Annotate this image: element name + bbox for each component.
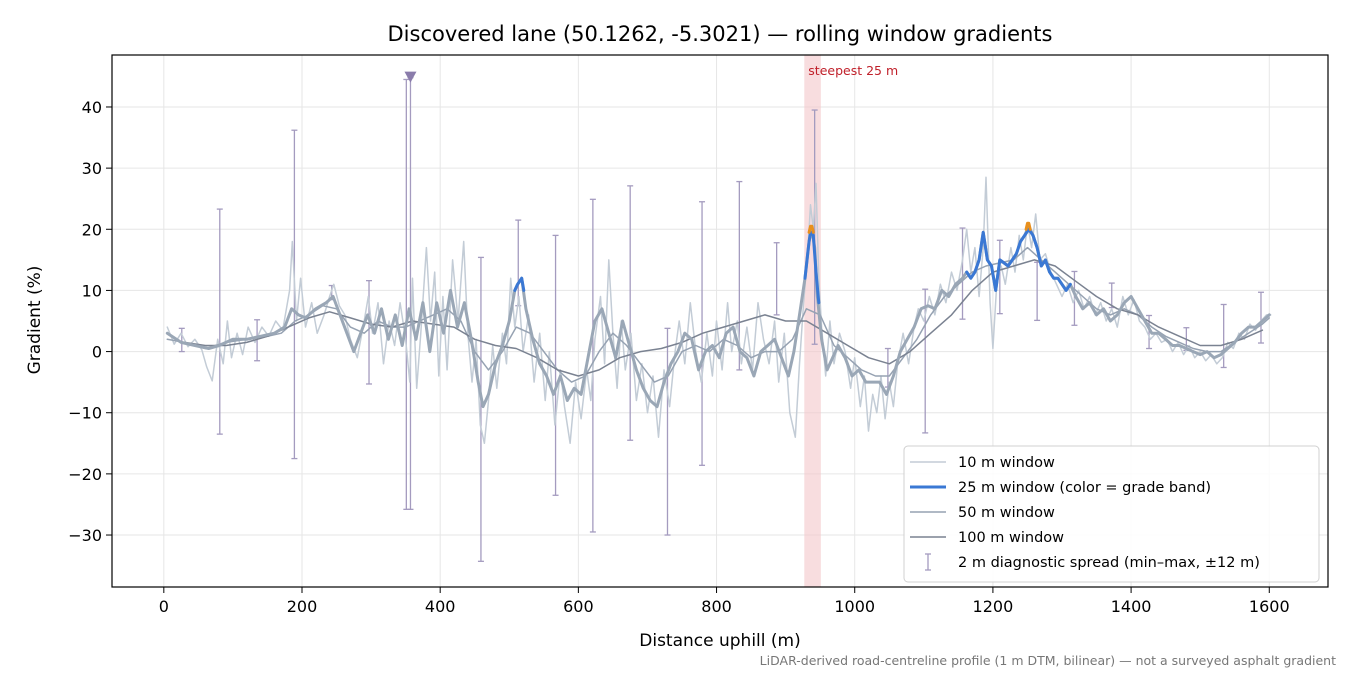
- errorbar: [627, 185, 634, 441]
- legend-box: [903, 445, 1320, 583]
- y-tick-label: −30: [68, 526, 102, 545]
- legend: 10 m window 25 m window (color = grade ba…: [903, 445, 1320, 583]
- grade-band-segment-moderate: [965, 227, 1072, 292]
- grade-band-segment-steep: [1024, 221, 1032, 231]
- chart-title: Discovered lane (50.1262, -5.3021) — rol…: [388, 22, 1053, 46]
- errorbar: [216, 208, 223, 435]
- legend-label: 100 m window: [958, 530, 1064, 546]
- y-tick-label: 20: [82, 220, 102, 239]
- steepest-band-label: steepest 25 m: [808, 63, 898, 78]
- errorbar: [178, 327, 185, 353]
- footnote: LiDAR-derived road-centreline profile (1…: [760, 653, 1336, 668]
- errorbar: [254, 319, 261, 362]
- x-tick-label: 1000: [834, 597, 875, 616]
- y-tick-label: −10: [68, 404, 102, 423]
- errorbar: [773, 242, 780, 316]
- errorbar: [664, 327, 671, 536]
- x-tick-label: 1400: [1111, 597, 1152, 616]
- legend-item-25m: 25 m window (color = grade band): [910, 480, 1211, 496]
- legend-label: 10 m window: [958, 455, 1055, 471]
- errorbar: [552, 234, 559, 496]
- grade-band-segment-moderate: [513, 276, 526, 292]
- x-tick-label: 400: [425, 597, 456, 616]
- x-tick-label: 1600: [1249, 597, 1290, 616]
- y-tick-label: 40: [82, 98, 102, 117]
- errorbar: [959, 227, 966, 320]
- x-axis-label: Distance uphill (m): [639, 631, 800, 651]
- clipped-max-marker: [404, 71, 417, 83]
- y-tick-label: −20: [68, 465, 102, 484]
- x-tick-label: 600: [563, 597, 594, 616]
- series-10m-line: [166, 176, 1272, 445]
- y-axis-label: Gradient (%): [25, 266, 45, 375]
- grade-band-segment-steep: [807, 224, 815, 234]
- errorbar: [477, 256, 484, 562]
- legend-item-errorbar: 2 m diagnostic spread (min–max, ±12 m): [925, 553, 1260, 571]
- errorbar: [1257, 291, 1264, 344]
- legend-item-50m: 50 m window: [910, 505, 1055, 521]
- errorbar: [1220, 303, 1227, 369]
- y-tick-label: 10: [82, 281, 102, 300]
- x-tick-label: 200: [287, 597, 318, 616]
- plot-area: steepest 25 m0 200 400 600 800 1000 1200 1400 16…: [68, 54, 1329, 616]
- x-tick-label: 0: [159, 597, 169, 616]
- errorbar: [811, 109, 818, 345]
- series-25m-line: [165, 224, 1271, 409]
- legend-label: 2 m diagnostic spread (min–max, ±12 m): [958, 555, 1260, 571]
- legend-label: 25 m window (color = grade band): [958, 480, 1211, 496]
- x-tick-label: 800: [701, 597, 732, 616]
- axes-frame: [111, 54, 1329, 588]
- legend-item-100m: 100 m window: [910, 530, 1064, 546]
- y-tick-label: 0: [92, 343, 102, 362]
- errorbar: [996, 239, 1003, 315]
- legend-label: 50 m window: [958, 505, 1055, 521]
- legend-item-10m: 10 m window: [910, 455, 1055, 471]
- y-tick-label: 30: [82, 159, 102, 178]
- x-tick-label: 1200: [973, 597, 1014, 616]
